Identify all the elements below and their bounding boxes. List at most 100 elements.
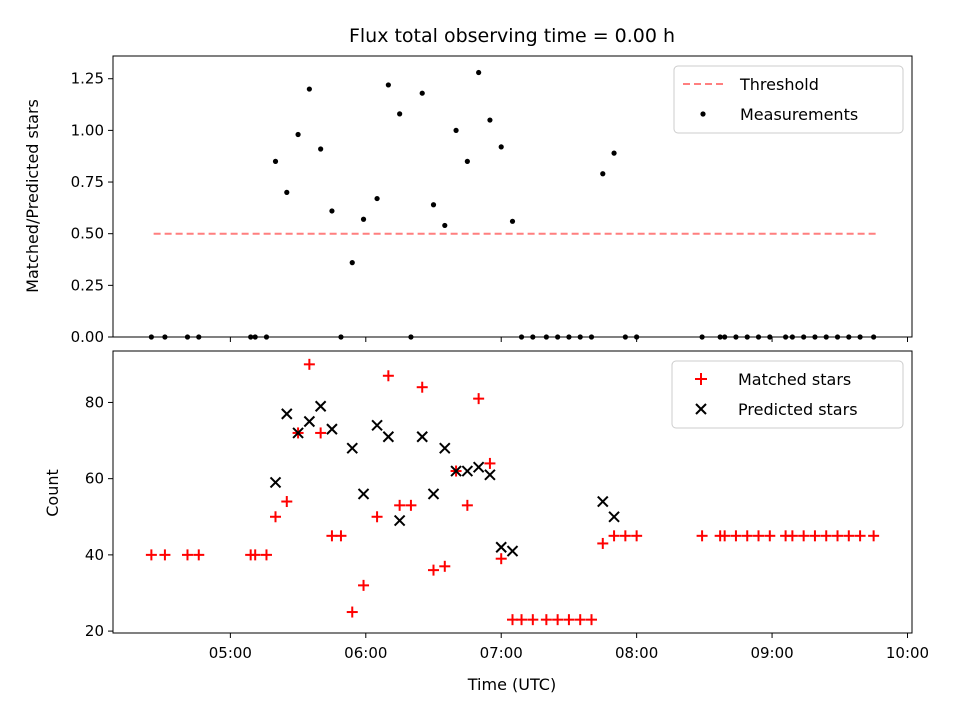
bottom-x-ticks: 05:00 06:00 07:00 08:00 09:00 10:00 bbox=[209, 633, 929, 662]
matched-star-point bbox=[608, 530, 620, 542]
matched-star-point bbox=[574, 614, 586, 626]
measurement-point bbox=[419, 90, 425, 96]
matched-star-point bbox=[719, 530, 731, 542]
matched-star-point bbox=[798, 530, 810, 542]
count-panel: Count Time (UTC) 20 40 60 80 05:00 06:00 07:0… bbox=[43, 350, 929, 694]
matched-star-point bbox=[832, 530, 844, 542]
matched-star-point bbox=[181, 549, 193, 561]
matched-star-point bbox=[439, 560, 451, 572]
matched-star-point bbox=[741, 530, 753, 542]
bottom-y-tick-label: 80 bbox=[85, 393, 104, 411]
top-x-ticks bbox=[229, 337, 908, 342]
matched-star-point bbox=[473, 393, 485, 405]
measurement-point bbox=[306, 86, 312, 92]
measurement-point bbox=[464, 158, 470, 164]
top-y-tick-label: 1.00 bbox=[71, 121, 104, 139]
x-tick-label: 09:00 bbox=[750, 644, 793, 662]
top-plot-frame bbox=[112, 55, 913, 338]
predicted-star-point bbox=[484, 469, 496, 481]
measurement-point bbox=[453, 127, 459, 133]
top-legend-box bbox=[673, 65, 904, 134]
predicted-star-point bbox=[439, 442, 451, 454]
x-tick-label: 06:00 bbox=[344, 644, 387, 662]
measurement-point bbox=[487, 117, 493, 123]
matched-stars-layer bbox=[145, 358, 880, 626]
matched-star-point bbox=[516, 614, 528, 626]
matched-star-point bbox=[193, 549, 205, 561]
measurement-point bbox=[509, 218, 516, 224]
measurement-point bbox=[272, 158, 279, 164]
predicted-star-point bbox=[269, 476, 282, 489]
bottom-y-axis-label: Count bbox=[43, 469, 62, 517]
predicted-star-point bbox=[281, 408, 293, 420]
measurement-point bbox=[329, 208, 335, 214]
matched-star-point bbox=[868, 530, 880, 542]
predicted-star-point bbox=[357, 488, 370, 500]
predicted-star-point bbox=[427, 488, 440, 500]
matched-star-point bbox=[540, 614, 552, 626]
matched-star-point bbox=[809, 530, 821, 542]
matched-star-point bbox=[527, 614, 539, 626]
matched-star-point bbox=[303, 358, 315, 370]
matched-star-point bbox=[346, 606, 358, 618]
bottom-legend: Matched stars Predicted stars bbox=[671, 360, 904, 429]
top-y-axis-label: Matched/Predicted stars bbox=[23, 99, 42, 293]
predicted-star-point bbox=[461, 465, 474, 477]
matched-star-point bbox=[145, 549, 157, 561]
x-axis-label: Time (UTC) bbox=[467, 675, 556, 694]
matched-star-point bbox=[371, 511, 383, 523]
matched-star-point bbox=[484, 457, 496, 469]
bottom-legend-box bbox=[671, 360, 904, 429]
matched-star-point bbox=[786, 530, 798, 542]
measurement-points-layer bbox=[148, 69, 877, 340]
matched-star-point bbox=[249, 549, 261, 561]
legend-matched-label: Matched stars bbox=[738, 370, 851, 389]
matched-star-point bbox=[597, 537, 609, 549]
bottom-y-tick-label: 60 bbox=[85, 470, 104, 488]
matched-star-point bbox=[753, 530, 765, 542]
x-tick-label: 08:00 bbox=[615, 644, 658, 662]
matched-star-point bbox=[270, 511, 282, 523]
measurement-point bbox=[397, 111, 403, 117]
measurement-point bbox=[611, 150, 617, 156]
measurement-point bbox=[295, 131, 301, 138]
x-tick-label: 10:00 bbox=[886, 644, 929, 662]
top-y-ticks: 0.00 0.25 0.50 0.75 1.00 1.25 bbox=[71, 70, 113, 346]
predicted-stars-layer bbox=[269, 400, 620, 557]
predicted-star-point bbox=[382, 431, 395, 443]
predicted-star-point bbox=[326, 423, 338, 435]
bottom-plot-frame bbox=[112, 350, 913, 634]
matched-star-point bbox=[382, 370, 394, 382]
matched-star-point bbox=[730, 530, 742, 542]
predicted-star-point bbox=[597, 495, 609, 508]
matched-star-point bbox=[260, 549, 272, 561]
matched-star-point bbox=[394, 499, 406, 511]
matched-star-point bbox=[358, 579, 370, 591]
top-legend: Threshold Measurements bbox=[673, 65, 904, 134]
legend-measurements-label: Measurements bbox=[740, 105, 858, 124]
matched-star-point bbox=[416, 381, 428, 393]
matched-star-point bbox=[552, 614, 564, 626]
matched-star-point bbox=[335, 530, 347, 542]
top-y-tick-label: 0.25 bbox=[71, 276, 104, 294]
legend-predicted-label: Predicted stars bbox=[738, 400, 858, 419]
predicted-star-point bbox=[314, 400, 327, 412]
predicted-star-point bbox=[608, 511, 620, 523]
matched-star-point bbox=[854, 530, 866, 542]
top-y-tick-label: 0.00 bbox=[71, 328, 104, 346]
measurement-point bbox=[284, 189, 290, 195]
predicted-star-point bbox=[472, 461, 485, 473]
legend-predicted-swatch bbox=[695, 403, 707, 415]
matched-star-point bbox=[461, 499, 473, 511]
matched-star-point bbox=[281, 496, 293, 508]
matched-star-point bbox=[820, 530, 832, 542]
measurement-point bbox=[476, 69, 482, 76]
measurement-point bbox=[498, 144, 504, 150]
top-y-tick-label: 0.75 bbox=[71, 173, 104, 191]
predicted-star-point bbox=[292, 427, 304, 439]
legend-matched-swatch bbox=[695, 373, 707, 385]
matched-star-point bbox=[696, 530, 708, 542]
bottom-y-tick-label: 20 bbox=[85, 622, 104, 640]
measurement-point bbox=[318, 146, 324, 152]
